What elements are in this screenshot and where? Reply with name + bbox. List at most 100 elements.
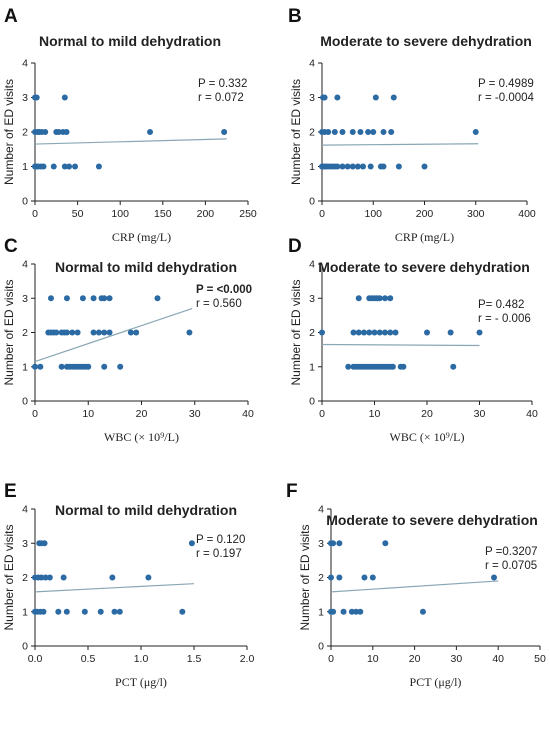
regression-line bbox=[34, 138, 227, 145]
x-tick-label: 0 bbox=[319, 208, 325, 220]
panel-title: Moderate to severe dehydration bbox=[318, 259, 530, 275]
data-point bbox=[66, 163, 73, 170]
r-value-label: r = -0.0004 bbox=[478, 92, 535, 104]
panel-letter: C bbox=[4, 236, 18, 257]
data-point bbox=[382, 295, 388, 302]
data-point bbox=[336, 540, 343, 547]
data-point bbox=[372, 94, 379, 101]
data-point bbox=[355, 329, 362, 336]
data-point bbox=[61, 94, 68, 101]
data-point bbox=[72, 163, 79, 170]
y-tick-label: 0 bbox=[318, 641, 324, 653]
data-point bbox=[38, 574, 45, 581]
data-point bbox=[376, 329, 383, 336]
y-tick-label: 3 bbox=[22, 293, 28, 305]
data-point bbox=[382, 540, 389, 547]
data-point bbox=[390, 94, 397, 101]
x-axis-label: WBC (× 10⁹/L) bbox=[390, 430, 465, 444]
data-point bbox=[331, 129, 338, 135]
data-point bbox=[97, 608, 104, 615]
data-point bbox=[42, 574, 49, 581]
panel-a: A Normal to mild dehydration 0 1 2 3 4 0 50 100 15… bbox=[2, 6, 257, 244]
x-tick-label: 0 bbox=[32, 208, 38, 220]
data-point bbox=[37, 363, 44, 370]
y-axis-label: Number of ED visits bbox=[2, 524, 16, 630]
data-point bbox=[111, 608, 118, 615]
y-tick-label: 1 bbox=[309, 161, 315, 173]
data-point bbox=[55, 608, 62, 615]
panel-letter: B bbox=[288, 6, 302, 27]
x-tick-label: 100 bbox=[111, 208, 129, 220]
r-value-label: r = 0.0705 bbox=[485, 560, 537, 572]
x-tick-label: 2.0 bbox=[240, 653, 255, 665]
panel-letter: A bbox=[4, 6, 18, 27]
data-point bbox=[186, 329, 193, 336]
data-point bbox=[33, 94, 40, 101]
y-tick-label: 4 bbox=[309, 58, 315, 70]
y-axis-label: Number of ED visits bbox=[289, 79, 303, 185]
data-point bbox=[90, 329, 97, 336]
data-point bbox=[188, 540, 195, 547]
panel-e: E Normal to mild dehydration 0 1 2 3 4 0.0 0.5 1.… bbox=[2, 481, 254, 689]
data-point bbox=[334, 94, 341, 101]
data-point bbox=[116, 608, 123, 615]
x-axis-label: WBC (× 10⁹/L) bbox=[104, 430, 179, 444]
y-tick-label: 2 bbox=[22, 327, 28, 339]
data-point bbox=[361, 574, 368, 581]
x-tick-label: 0 bbox=[328, 653, 334, 665]
x-tick-label: 40 bbox=[242, 408, 254, 420]
data-point bbox=[95, 163, 102, 170]
data-point bbox=[221, 129, 228, 135]
data-point bbox=[147, 129, 154, 135]
data-point bbox=[321, 94, 328, 101]
data-point bbox=[388, 129, 395, 135]
x-tick-label: 40 bbox=[492, 653, 504, 665]
y-axis-label: Number of ED visits bbox=[2, 279, 16, 385]
y-tick-label: 2 bbox=[318, 572, 324, 584]
data-point bbox=[90, 295, 97, 302]
data-point bbox=[60, 574, 67, 581]
data-point bbox=[382, 329, 388, 336]
p-value-label: P= 0.482 bbox=[478, 299, 524, 311]
y-tick-label: 4 bbox=[22, 504, 28, 516]
regression-line bbox=[34, 583, 195, 593]
regression-line bbox=[321, 343, 480, 347]
data-point bbox=[365, 129, 372, 135]
data-point bbox=[63, 295, 70, 302]
y-tick-label: 0 bbox=[22, 396, 28, 408]
y-tick-label: 1 bbox=[309, 361, 315, 373]
y-tick-label: 1 bbox=[318, 606, 324, 618]
y-tick-label: 4 bbox=[22, 58, 28, 70]
y-tick-label: 1 bbox=[22, 361, 28, 373]
y-tick-label: 3 bbox=[309, 293, 315, 305]
data-point bbox=[79, 295, 86, 302]
data-point bbox=[319, 329, 325, 336]
x-tick-label: 0 bbox=[32, 408, 38, 420]
y-tick-label: 2 bbox=[22, 127, 28, 139]
x-axis-label: CRP (mg/L) bbox=[395, 230, 454, 244]
data-point bbox=[370, 129, 377, 135]
data-point bbox=[349, 129, 356, 135]
y-tick-label: 2 bbox=[22, 572, 28, 584]
x-tick-label: 10 bbox=[369, 408, 381, 420]
x-tick-label: 0.0 bbox=[28, 653, 43, 665]
data-point bbox=[371, 329, 378, 336]
data-point bbox=[117, 363, 124, 370]
panel-letter: D bbox=[288, 236, 302, 257]
data-point bbox=[349, 163, 356, 170]
x-tick-label: 50 bbox=[72, 208, 84, 220]
regression-line bbox=[34, 307, 193, 363]
p-value-label: P = 0.332 bbox=[198, 78, 247, 90]
y-tick-label: 3 bbox=[22, 538, 28, 550]
r-value-label: r = 0.560 bbox=[196, 298, 242, 310]
data-point bbox=[95, 329, 102, 336]
x-tick-label: 0 bbox=[319, 408, 325, 420]
y-tick-label: 4 bbox=[309, 259, 315, 271]
data-point bbox=[40, 608, 47, 615]
data-point bbox=[55, 129, 62, 135]
data-point bbox=[380, 163, 387, 170]
data-point bbox=[348, 608, 355, 615]
data-point bbox=[376, 295, 383, 302]
data-point bbox=[63, 329, 70, 336]
